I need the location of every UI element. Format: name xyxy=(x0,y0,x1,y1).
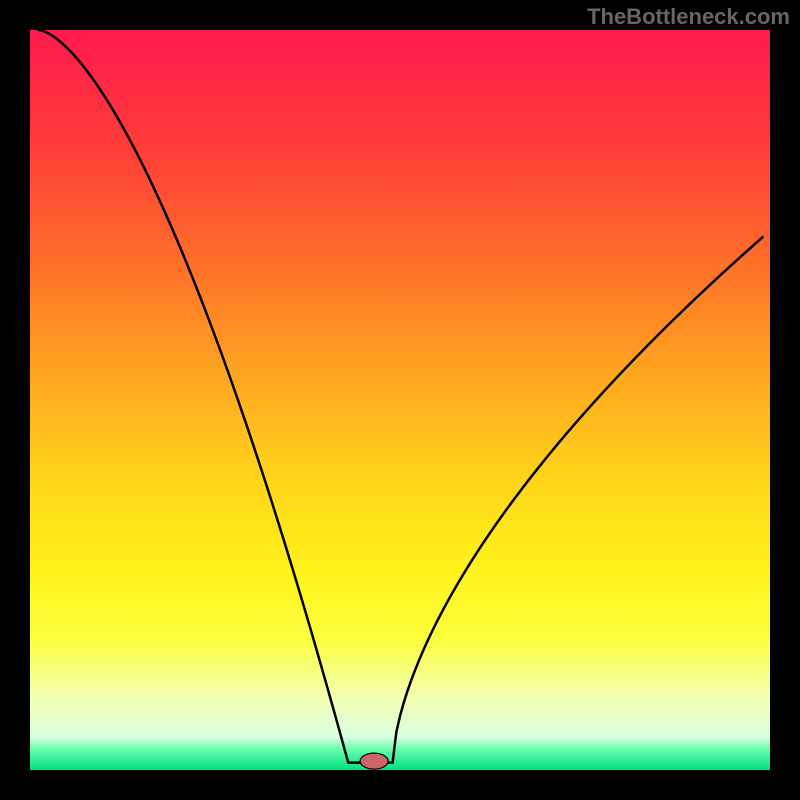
chart-frame: TheBottleneck.com xyxy=(0,0,800,800)
plot-background xyxy=(30,30,770,770)
bottleneck-chart xyxy=(0,0,800,800)
watermark-text: TheBottleneck.com xyxy=(587,4,790,30)
minimum-marker xyxy=(360,753,388,769)
